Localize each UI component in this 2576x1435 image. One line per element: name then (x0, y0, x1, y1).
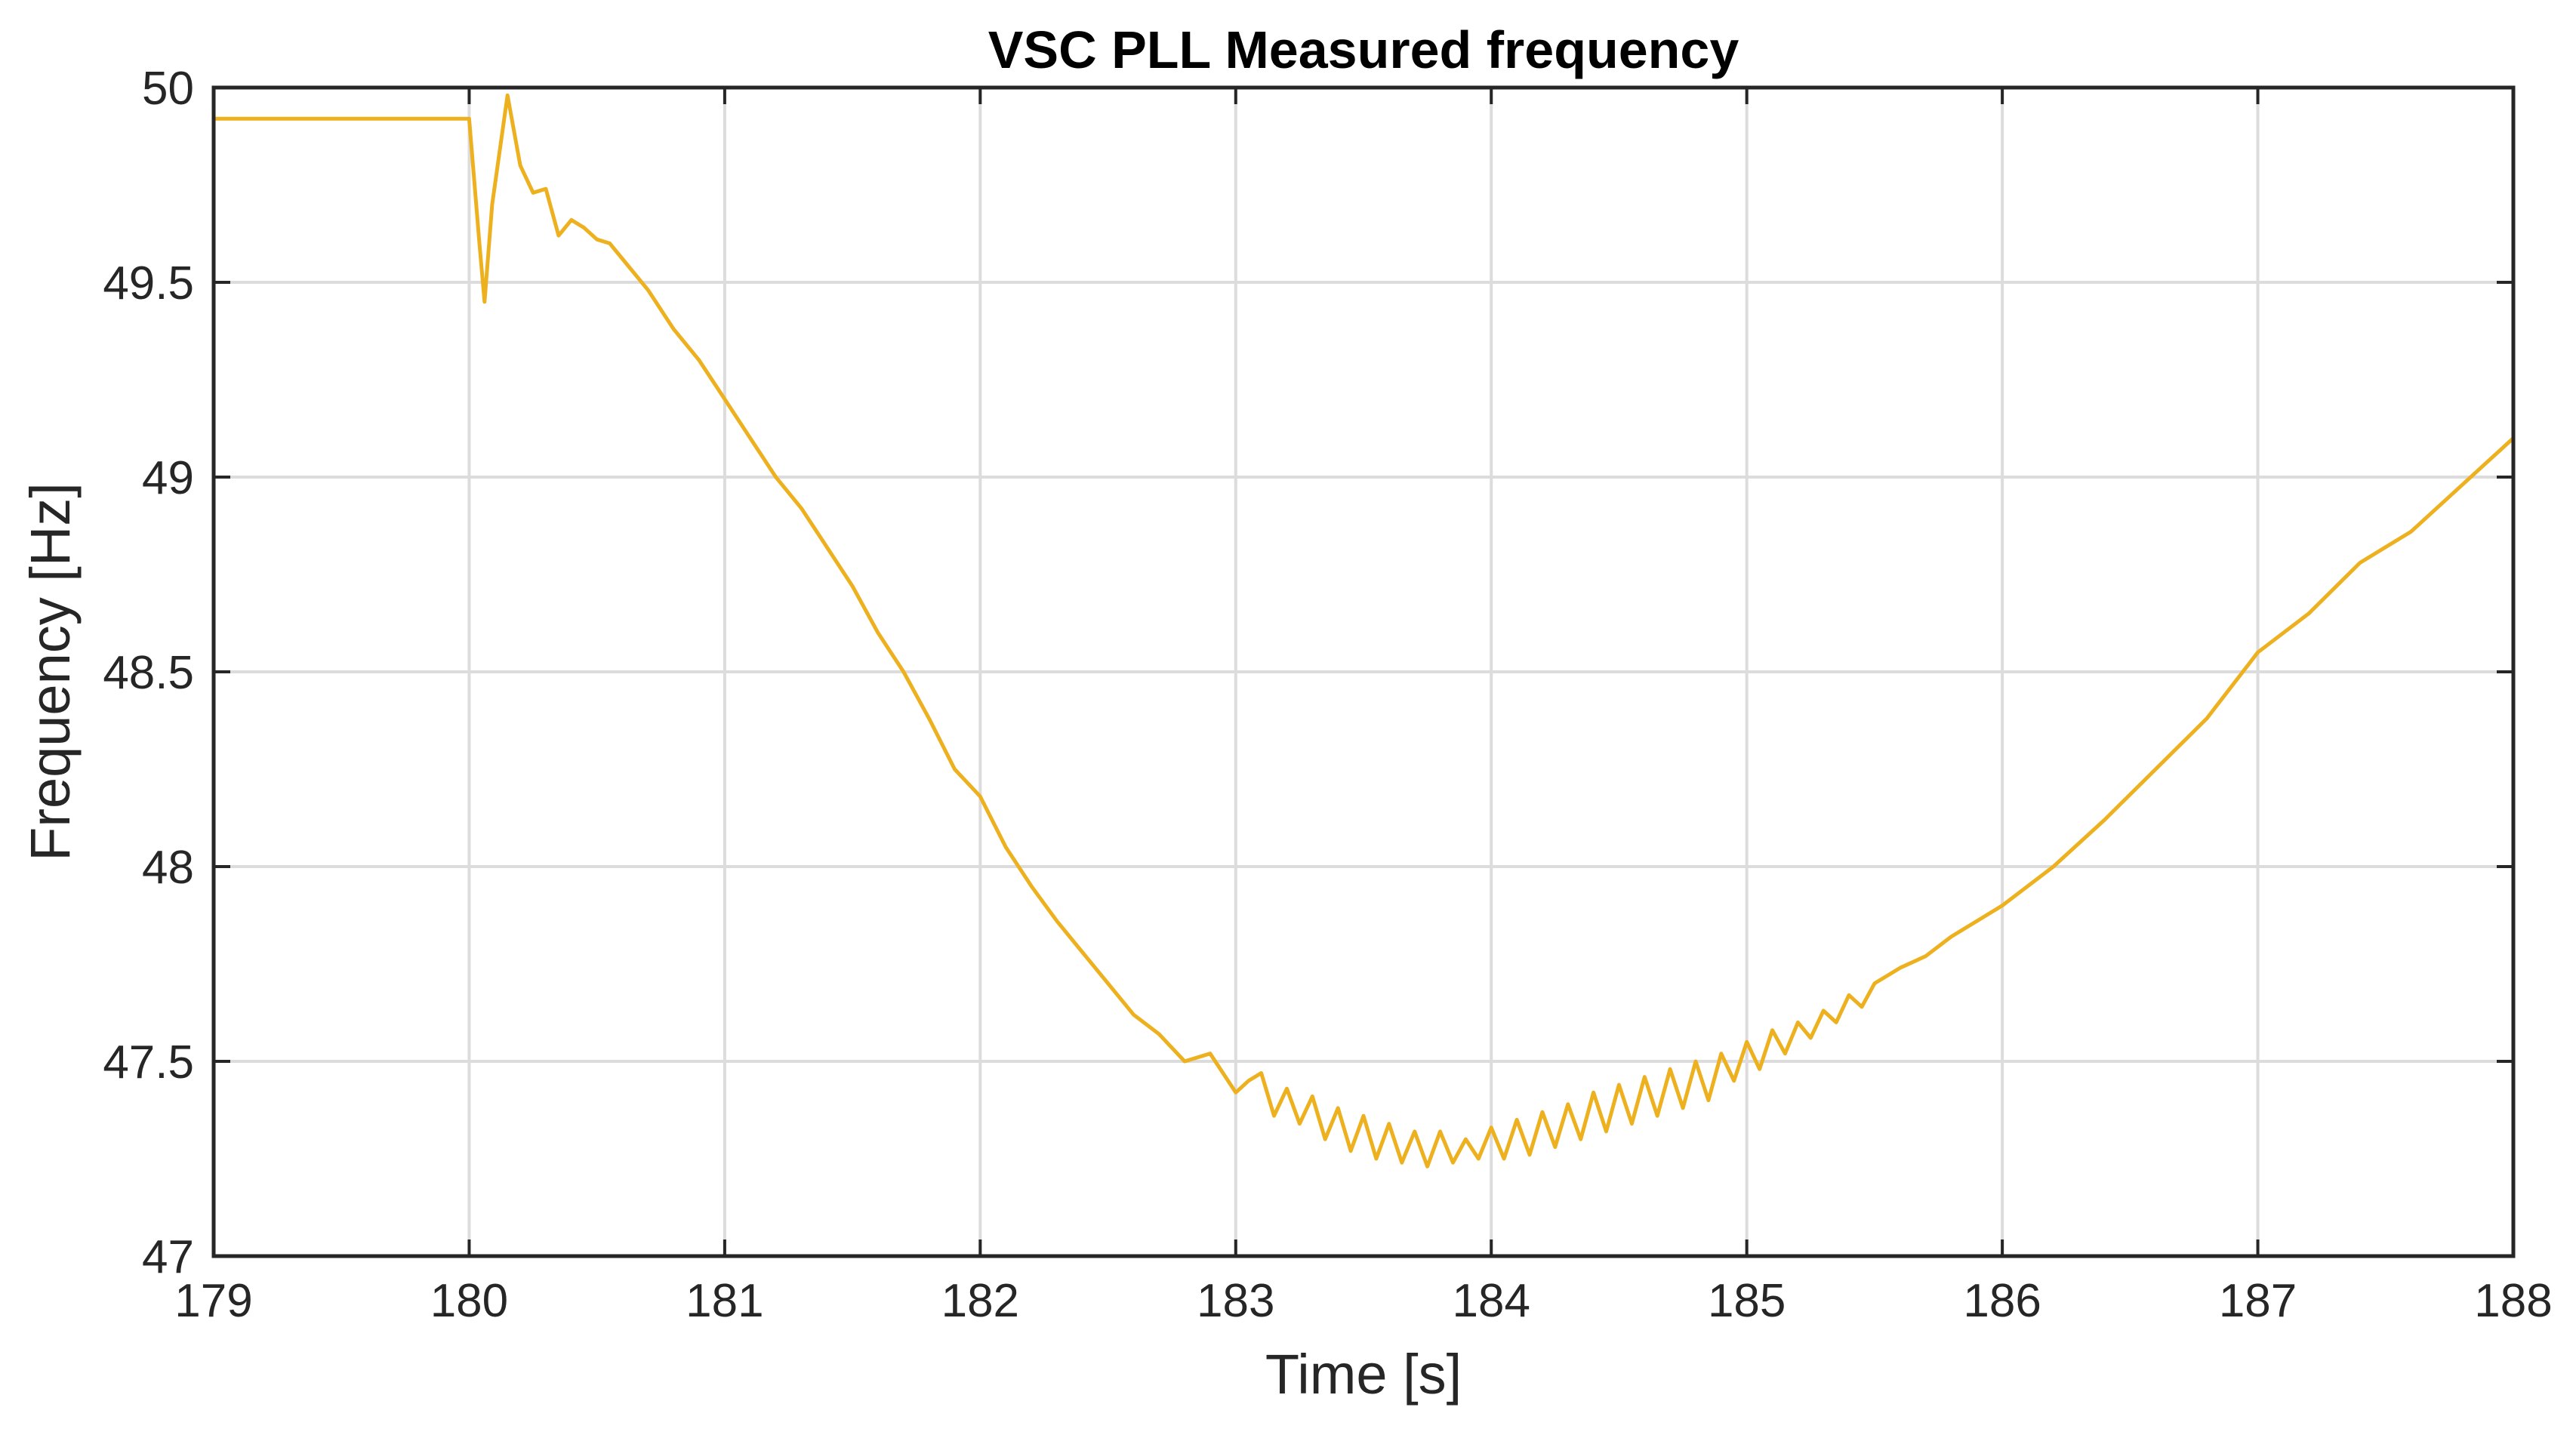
y-tick-label: 48.5 (103, 647, 194, 699)
x-tick-label: 186 (1963, 1275, 2041, 1327)
plot-area-frame (211, 85, 2516, 1258)
y-tick-label: 49 (142, 452, 194, 504)
x-tick-label: 180 (430, 1275, 508, 1327)
x-tick-label: 188 (2474, 1275, 2552, 1327)
x-tick-label: 183 (1197, 1275, 1274, 1327)
x-tick-label: 181 (686, 1275, 763, 1327)
x-tick-label: 185 (1708, 1275, 1786, 1327)
x-tick-label: 179 (174, 1275, 252, 1327)
grid (212, 86, 2515, 1258)
plot-series (211, 93, 2516, 1169)
y-tick-label: 49.5 (103, 257, 194, 309)
x-tick-label: 182 (941, 1275, 1019, 1327)
x-tick-labels: 179 180 181 182 183 184 185 186 187 188 (174, 1275, 2552, 1327)
y-tick-label: 50 (142, 63, 194, 115)
chart-title: VSC PLL Measured frequency (988, 20, 1739, 79)
y-tick-labels: 47 47.5 48 48.5 49 49.5 50 (103, 63, 194, 1283)
y-tick-label: 48 (142, 842, 194, 894)
y-axis-label: Frequency [Hz] (19, 482, 82, 861)
x-axis-label: Time [s] (1265, 1343, 1462, 1406)
x-tick-label: 184 (1452, 1275, 1530, 1327)
y-tick-label: 47 (142, 1231, 194, 1283)
series-line (211, 93, 2516, 1169)
x-tick-label: 187 (2219, 1275, 2297, 1327)
y-tick-label: 47.5 (103, 1036, 194, 1089)
